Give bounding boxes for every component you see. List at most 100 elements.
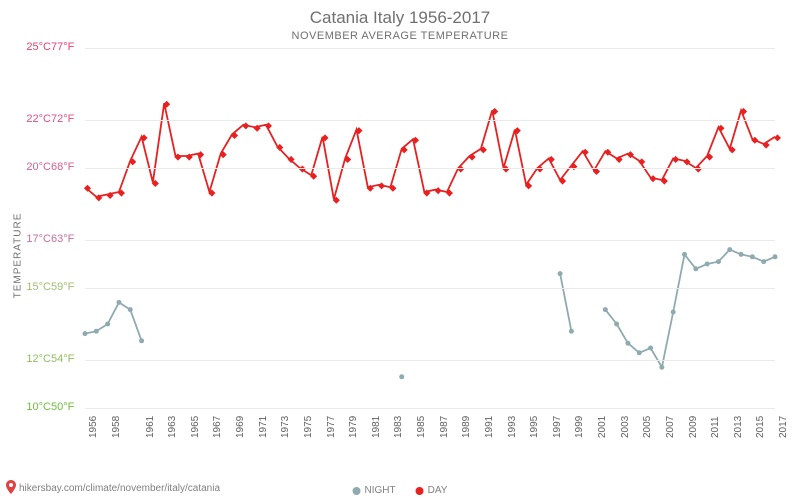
day-marker	[265, 122, 272, 129]
day-marker	[763, 142, 770, 149]
night-marker	[116, 300, 121, 305]
gridline	[85, 360, 775, 361]
night-marker	[773, 254, 778, 259]
x-tick-label: 1971	[258, 416, 269, 438]
day-marker	[457, 166, 464, 173]
night-marker	[648, 346, 653, 351]
plot-area: 10°C50°F12°C54°F15°C59°F17°C63°F20°C68°F…	[85, 48, 775, 408]
y-tick-celsius: 22°C	[13, 113, 51, 125]
night-marker	[659, 365, 664, 370]
chart-svg	[85, 48, 775, 408]
x-tick-label: 1985	[416, 416, 427, 438]
y-tick-fahrenheit: 50°F	[51, 401, 89, 413]
night-marker	[671, 310, 676, 315]
y-tick-celsius: 20°C	[13, 161, 51, 173]
x-tick-label: 1963	[167, 416, 178, 438]
x-tick-label: 1993	[507, 416, 518, 438]
x-tick-label: 2017	[778, 416, 789, 438]
y-tick-fahrenheit: 72°F	[51, 113, 89, 125]
day-marker	[435, 187, 442, 194]
gridline	[85, 168, 775, 169]
day-marker	[469, 154, 476, 161]
night-marker	[727, 247, 732, 252]
y-tick-fahrenheit: 59°F	[51, 281, 89, 293]
night-marker	[558, 271, 563, 276]
night-marker	[614, 322, 619, 327]
x-tick-label: 2001	[597, 416, 608, 438]
x-tick-label: 2013	[733, 416, 744, 438]
x-tick-label: 1989	[461, 416, 472, 438]
day-marker	[695, 166, 702, 173]
night-line	[85, 302, 142, 340]
night-marker	[750, 254, 755, 259]
night-marker	[105, 322, 110, 327]
night-marker	[739, 252, 744, 257]
chart-title: Catania Italy 1956-2017	[310, 8, 491, 28]
y-tick-fahrenheit: 77°F	[51, 41, 89, 53]
legend-day-marker	[416, 487, 424, 495]
legend-night: NIGHT	[353, 485, 396, 496]
day-marker	[242, 122, 249, 129]
map-pin-icon	[6, 480, 16, 497]
x-tick-label: 1999	[574, 416, 585, 438]
night-marker	[83, 331, 88, 336]
chart-subtitle: NOVEMBER AVERAGE TEMPERATURE	[292, 30, 509, 42]
night-line	[560, 274, 571, 332]
y-tick-celsius: 17°C	[13, 233, 51, 245]
day-marker	[536, 166, 543, 173]
gridline	[85, 240, 775, 241]
y-tick-celsius: 12°C	[13, 353, 51, 365]
x-tick-label: 1975	[303, 416, 314, 438]
night-marker	[637, 350, 642, 355]
x-tick-label: 1956	[88, 416, 99, 438]
x-tick-label: 1991	[484, 416, 495, 438]
x-tick-label: 1997	[552, 416, 563, 438]
gridline	[85, 48, 775, 49]
legend-day-label: DAY	[428, 485, 448, 496]
x-tick-label: 1995	[529, 416, 540, 438]
y-tick-celsius: 15°C	[13, 281, 51, 293]
y-tick-celsius: 25°C	[13, 41, 51, 53]
night-marker	[625, 341, 630, 346]
y-tick-celsius: 10°C	[13, 401, 51, 413]
x-tick-label: 1973	[280, 416, 291, 438]
x-tick-label: 1958	[111, 416, 122, 438]
night-marker	[693, 266, 698, 271]
night-marker	[716, 259, 721, 264]
y-tick-fahrenheit: 68°F	[51, 161, 89, 173]
x-tick-label: 1969	[235, 416, 246, 438]
footer: hikersbay.com/climate/november/italy/cat…	[6, 480, 220, 497]
x-tick-label: 2003	[620, 416, 631, 438]
legend-night-label: NIGHT	[365, 485, 396, 496]
x-tick-label: 1981	[371, 416, 382, 438]
legend: NIGHT DAY	[353, 485, 448, 496]
day-marker	[401, 146, 408, 153]
legend-day: DAY	[416, 485, 448, 496]
night-marker	[94, 329, 99, 334]
night-marker	[603, 307, 608, 312]
gridline	[85, 408, 775, 409]
x-tick-label: 2011	[710, 416, 721, 438]
legend-night-marker	[353, 487, 361, 495]
night-marker	[682, 252, 687, 257]
footer-url: hikersbay.com/climate/november/italy/cat…	[19, 483, 220, 494]
day-marker	[197, 151, 204, 158]
gridline	[85, 120, 775, 121]
night-marker	[705, 262, 710, 267]
x-tick-label: 1983	[393, 416, 404, 438]
night-marker	[569, 329, 574, 334]
temperature-chart: Catania Italy 1956-2017 NOVEMBER AVERAGE…	[0, 0, 800, 500]
x-tick-label: 1977	[326, 416, 337, 438]
day-marker	[774, 134, 781, 141]
day-marker	[231, 132, 238, 139]
night-marker	[399, 374, 404, 379]
gridline	[85, 288, 775, 289]
day-marker	[672, 156, 679, 163]
x-tick-label: 1987	[439, 416, 450, 438]
night-line	[605, 250, 775, 368]
x-tick-label: 1967	[212, 416, 223, 438]
day-marker	[378, 182, 385, 189]
day-marker	[638, 158, 645, 165]
day-marker	[548, 156, 555, 163]
night-marker	[139, 338, 144, 343]
